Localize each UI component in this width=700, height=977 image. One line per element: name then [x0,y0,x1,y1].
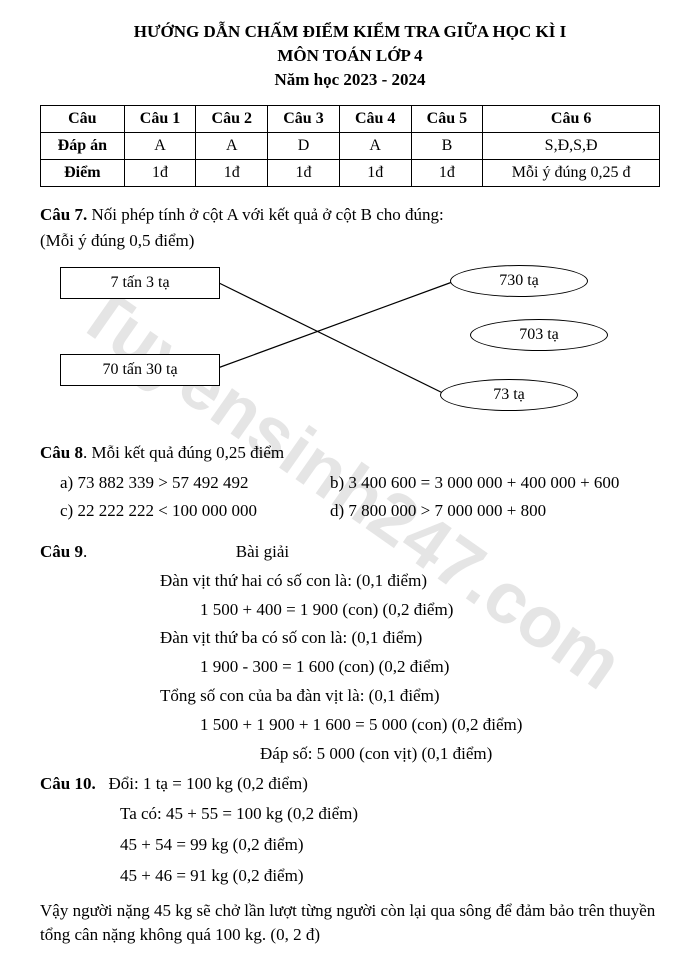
q8-grid: a) 73 882 339 > 57 492 492 b) 3 400 600 … [60,469,660,523]
th: Câu 4 [339,106,411,133]
q9-l2: 1 500 + 400 = 1 900 (con) (0,2 điểm) [40,596,660,625]
final-line: Vậy người nặng 45 kg sẽ chở lần lượt từn… [40,899,660,947]
q9-heading: Bài giải [236,542,289,561]
match-ellipse-2: 703 tạ [470,319,608,351]
answer-table: Câu Câu 1 Câu 2 Câu 3 Câu 4 Câu 5 Câu 6 … [40,105,660,187]
q10-l3: 45 + 54 = 99 kg (0,2 điểm) [40,830,660,861]
title-line-3: Năm học 2023 - 2024 [40,68,660,92]
q10-l2: Ta có: 45 + 55 = 100 kg (0,2 điểm) [40,799,660,830]
q8-d: d) 7 800 000 > 7 000 000 + 800 [330,497,546,524]
row-label: Đáp án [41,133,125,160]
td: A [339,133,411,160]
q8-line: Câu 8. Mỗi kết quả đúng 0,25 điểm [40,443,660,463]
q9-l1: Đàn vịt thứ hai có số con là: (0,1 điểm) [40,567,660,596]
th: Câu 6 [483,106,660,133]
q9-l7: Đáp số: 5 000 (con vịt) (0,1 điểm) [40,740,660,769]
page: HƯỚNG DẪN CHẤM ĐIỂM KIỂM TRA GIỮA HỌC KÌ… [0,0,700,977]
match-box-left-2: 70 tấn 30 tạ [60,354,220,386]
match-ellipse-3: 73 tạ [440,379,578,411]
title-line-1: HƯỚNG DẪN CHẤM ĐIỂM KIỂM TRA GIỮA HỌC KÌ… [40,20,660,44]
q10-title: Câu 10. [40,774,96,793]
th: Câu [41,106,125,133]
q10-block: Câu 10. Đổi: 1 tạ = 100 kg (0,2 điểm) Ta… [40,769,660,891]
td: Mỗi ý đúng 0,25 đ [483,160,660,187]
q8-c: c) 22 222 222 < 100 000 000 [60,497,330,524]
row-label: Điểm [41,160,125,187]
match-box-left-1: 7 tấn 3 tạ [60,267,220,299]
title-block: HƯỚNG DẪN CHẤM ĐIỂM KIỂM TRA GIỮA HỌC KÌ… [40,20,660,91]
q10-l1: Đổi: 1 tạ = 100 kg (0,2 điểm) [108,774,307,793]
title-line-2: MÔN TOÁN LỚP 4 [40,44,660,68]
th: Câu 2 [196,106,268,133]
q8-a: a) 73 882 339 > 57 492 492 [60,469,330,496]
td: D [268,133,340,160]
td: 1đ [339,160,411,187]
q7-title: Câu 7. [40,205,87,224]
q9-l6: 1 500 + 1 900 + 1 600 = 5 000 (con) (0,2… [40,711,660,740]
td: 1đ [124,160,196,187]
q7-text: Nối phép tính ở cột A với kết quả ở cột … [91,205,443,224]
q7-note: (Mỗi ý đúng 0,5 điểm) [40,231,660,251]
td: 1đ [268,160,340,187]
table-row: Đáp án A A D A B S,Đ,S,Đ [41,133,660,160]
q9-l4: 1 900 - 300 = 1 600 (con) (0,2 điểm) [40,653,660,682]
td: A [196,133,268,160]
q7-line: Câu 7. Nối phép tính ở cột A với kết quả… [40,205,660,225]
td: B [411,133,483,160]
th: Câu 5 [411,106,483,133]
q9-block: Câu 9. Bài giải Đàn vịt thứ hai có số co… [40,538,660,769]
match-ellipse-1: 730 tạ [450,265,588,297]
th: Câu 3 [268,106,340,133]
q8-b: b) 3 400 600 = 3 000 000 + 400 000 + 600 [330,469,619,496]
q8-note: . Mỗi kết quả đúng 0,25 điểm [83,443,284,462]
td: 1đ [411,160,483,187]
table-row: Điểm 1đ 1đ 1đ 1đ 1đ Mỗi ý đúng 0,25 đ [41,160,660,187]
th: Câu 1 [124,106,196,133]
td: S,Đ,S,Đ [483,133,660,160]
table-row: Câu Câu 1 Câu 2 Câu 3 Câu 4 Câu 5 Câu 6 [41,106,660,133]
q9-title: Câu 9 [40,542,83,561]
td: 1đ [196,160,268,187]
q9-l3: Đàn vịt thứ ba có số con là: (0,1 điểm) [40,624,660,653]
td: A [124,133,196,160]
q8-title: Câu 8 [40,443,83,462]
q10-l4: 45 + 46 = 91 kg (0,2 điểm) [40,861,660,892]
q9-l5: Tổng số con của ba đàn vịt là: (0,1 điểm… [40,682,660,711]
matching-diagram: 7 tấn 3 tạ 70 tấn 30 tạ 730 tạ 703 tạ 73… [40,259,640,429]
